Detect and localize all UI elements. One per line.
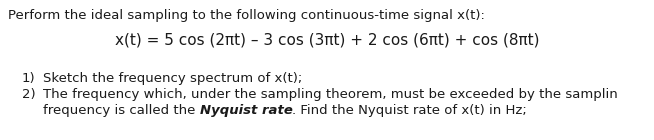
Text: x(t) = 5 cos (2πt) – 3 cos (3πt) + 2 cos (6πt) + cos (8πt): x(t) = 5 cos (2πt) – 3 cos (3πt) + 2 cos… bbox=[114, 32, 540, 47]
Text: Nyquist rate: Nyquist rate bbox=[199, 104, 292, 117]
Text: Sketch the frequency spectrum of x(t);: Sketch the frequency spectrum of x(t); bbox=[43, 72, 302, 85]
Text: . Find the Nyquist rate of x(t) in Hz;: . Find the Nyquist rate of x(t) in Hz; bbox=[292, 104, 527, 117]
Text: Perform the ideal sampling to the following continuous-time signal x(t):: Perform the ideal sampling to the follow… bbox=[8, 9, 485, 22]
Text: The frequency which, under the sampling theorem, must be exceeded by the samplin: The frequency which, under the sampling … bbox=[43, 88, 618, 101]
Text: 1): 1) bbox=[22, 72, 35, 85]
Text: frequency is called the: frequency is called the bbox=[43, 104, 199, 117]
Text: 2): 2) bbox=[22, 88, 35, 101]
